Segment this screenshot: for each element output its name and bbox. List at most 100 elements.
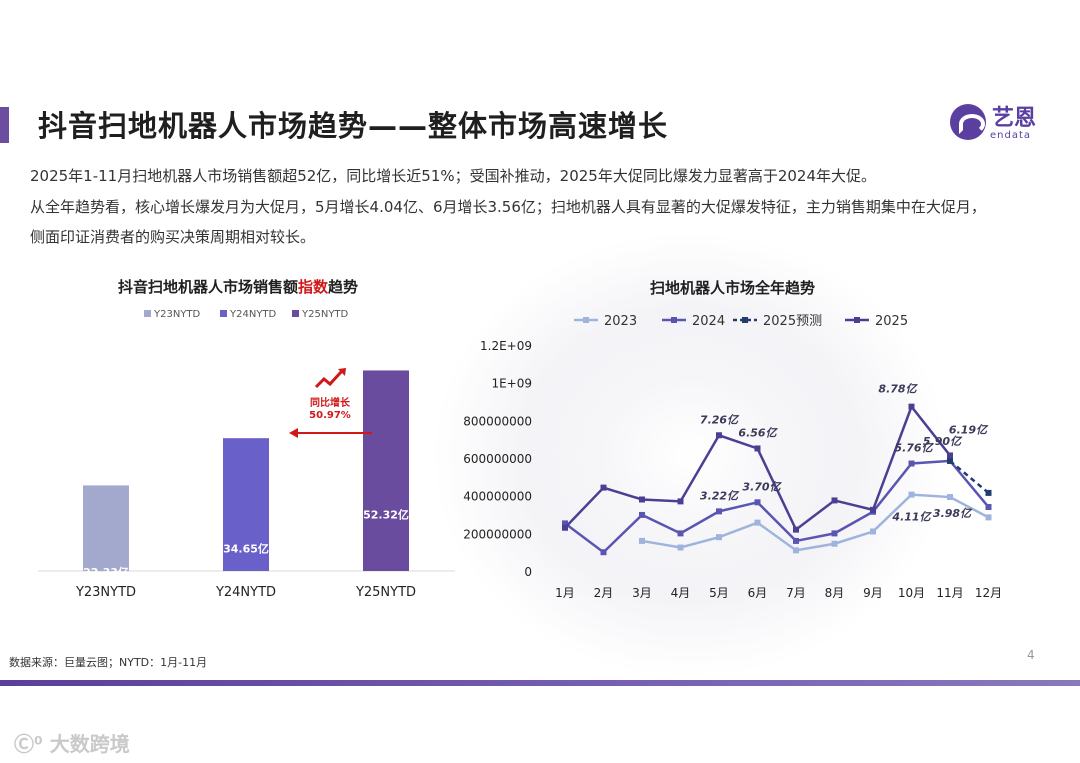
x-tick-label: 9月: [863, 586, 883, 600]
bar-category-label: Y23NYTD: [75, 585, 136, 600]
legend-marker-2023: [583, 317, 589, 323]
page-title: 抖音扫地机器人市场趋势——整体市场高速增长: [38, 109, 669, 143]
data-point-2025: [793, 526, 799, 533]
y-tick-label: 200000000: [463, 527, 532, 541]
x-tick-label: 2月: [594, 586, 614, 600]
growth-annotation-label: 同比增长: [310, 396, 351, 409]
series-line-2025预测: [949, 459, 990, 494]
data-point-2024: [716, 508, 722, 515]
growth-arrow-head: [289, 428, 298, 438]
data-point-2025: [716, 432, 722, 439]
legend-swatch-Y23NYTD: [144, 310, 151, 317]
data-point-2025: [831, 497, 838, 504]
trend-up-icon-head: [338, 368, 346, 376]
data-point-2023: [639, 537, 645, 544]
bar-Y24NYTD: [223, 438, 269, 571]
legend-swatch-Y25NYTD: [292, 310, 299, 317]
logo-text-en: endata: [990, 130, 1032, 141]
y-tick-label: 800000000: [463, 414, 532, 428]
watermark: Ⓒ⁰ 大数跨境: [14, 728, 130, 757]
bar-title-part-3: 趋势: [328, 278, 359, 296]
data-point-2024: [985, 504, 992, 511]
x-tick-label: 10月: [898, 586, 925, 600]
trend-up-icon: [314, 369, 344, 389]
data-point-2025: [562, 524, 568, 531]
x-tick-label: 8月: [825, 586, 845, 600]
bar-value-label: 34.65亿: [223, 542, 269, 556]
title-accent-bar: [0, 107, 9, 143]
data-label: 5.90亿: [923, 435, 963, 448]
bar-chart-title: 抖音扫地机器人市场销售额指数趋势: [118, 276, 358, 297]
growth-annotation-value: 50.97%: [309, 410, 351, 421]
bar-title-part-2: 指数: [298, 278, 329, 296]
x-tick-label: 3月: [632, 586, 652, 600]
data-point-2024: [754, 499, 761, 506]
x-tick-label: 11月: [936, 586, 963, 600]
bar-value-label: 52.32亿: [363, 508, 409, 522]
bar-title-part-1: 抖音扫地机器人市场销售额: [118, 278, 299, 296]
data-label: 3.22亿: [700, 489, 740, 502]
legend-marker-2024: [671, 317, 677, 323]
data-point-2023: [793, 547, 799, 554]
data-label: 7.26亿: [700, 413, 740, 426]
line-chart-title: 扫地机器人市场全年趋势: [650, 279, 816, 297]
legend-label-Y25NYTD: Y25NYTD: [301, 309, 349, 320]
data-point-2024: [600, 549, 607, 556]
data-point-2023: [870, 528, 876, 535]
data-label: 3.70亿: [742, 480, 782, 493]
data-point-2024: [677, 530, 684, 537]
legend-label-2023: 2023: [604, 314, 637, 329]
data-point-2025: [908, 403, 915, 410]
bar-Y23NYTD: [83, 485, 129, 571]
data-point-2023: [754, 519, 761, 526]
bar-Y25NYTD: [363, 370, 409, 571]
bar-chart: Y23NYTD Y24NYTD Y25NYTD 22.33亿 Y23NYTD 34.65亿…: [38, 309, 455, 600]
data-label: 8.78亿: [878, 383, 918, 396]
line-chart: 2023 2024 2025预测 2025 0 200000000 400000000 600…: [463, 314, 1002, 600]
legend-marker-2025预测: [742, 317, 748, 323]
data-source-note: 数据来源：巨量云图；NYTD：1月-11月: [9, 656, 208, 669]
y-tick-label: 600000000: [463, 452, 532, 466]
data-label: 4.11亿: [891, 511, 932, 524]
legend-label-2025预测: 2025预测: [763, 314, 822, 329]
x-tick-label: 4月: [671, 586, 691, 600]
data-label: 5.76亿: [894, 442, 934, 455]
data-point-2025: [639, 496, 645, 503]
bar-category-label: Y25NYTD: [355, 585, 416, 600]
description-line-1: 2025年1-11月扫地机器人市场销售额超52亿，同比增长近51%；受国补推动，…: [30, 167, 876, 185]
data-point-2024: [831, 530, 838, 537]
legend-marker-2025: [854, 317, 860, 323]
endata-logo: 艺恩 endata: [950, 100, 1060, 146]
data-point-2023: [908, 491, 915, 498]
page-number: 4: [1027, 648, 1035, 662]
data-point-2025预测: [985, 489, 992, 496]
data-point-2025: [754, 445, 761, 452]
legend-label-Y23NYTD: Y23NYTD: [153, 309, 201, 320]
series-line-2024: [564, 459, 990, 554]
data-point-2023: [947, 494, 953, 501]
footer-bar: [0, 680, 1080, 686]
x-tick-label: 5月: [709, 586, 729, 600]
data-point-2023: [677, 544, 684, 551]
data-point-2024: [639, 511, 645, 518]
legend-swatch-Y24NYTD: [220, 310, 227, 317]
data-point-2023: [716, 534, 722, 541]
legend-label-2025: 2025: [875, 314, 908, 329]
logo-text-cn: 艺恩: [992, 106, 1037, 131]
data-point-2025: [600, 484, 607, 491]
data-label: 6.56亿: [738, 426, 778, 439]
data-point-2023: [985, 514, 992, 521]
data-point-2024: [562, 520, 568, 527]
legend-label-2024: 2024: [692, 314, 725, 329]
x-tick-label: 6月: [748, 586, 768, 600]
data-point-2025: [947, 452, 953, 459]
y-tick-label: 0: [524, 565, 532, 579]
data-point-2023: [831, 540, 838, 547]
data-point-2024: [908, 460, 915, 467]
x-tick-label: 7月: [786, 586, 806, 600]
x-tick-label: 1月: [555, 586, 575, 600]
description-line-2: 从全年趋势看，核心增长爆发月为大促月，5月增长4.04亿、6月增长3.56亿；扫…: [30, 198, 986, 216]
data-point-2025: [677, 498, 684, 505]
y-tick-label: 1.2E+09: [480, 339, 532, 353]
series-line-2023: [641, 493, 990, 552]
